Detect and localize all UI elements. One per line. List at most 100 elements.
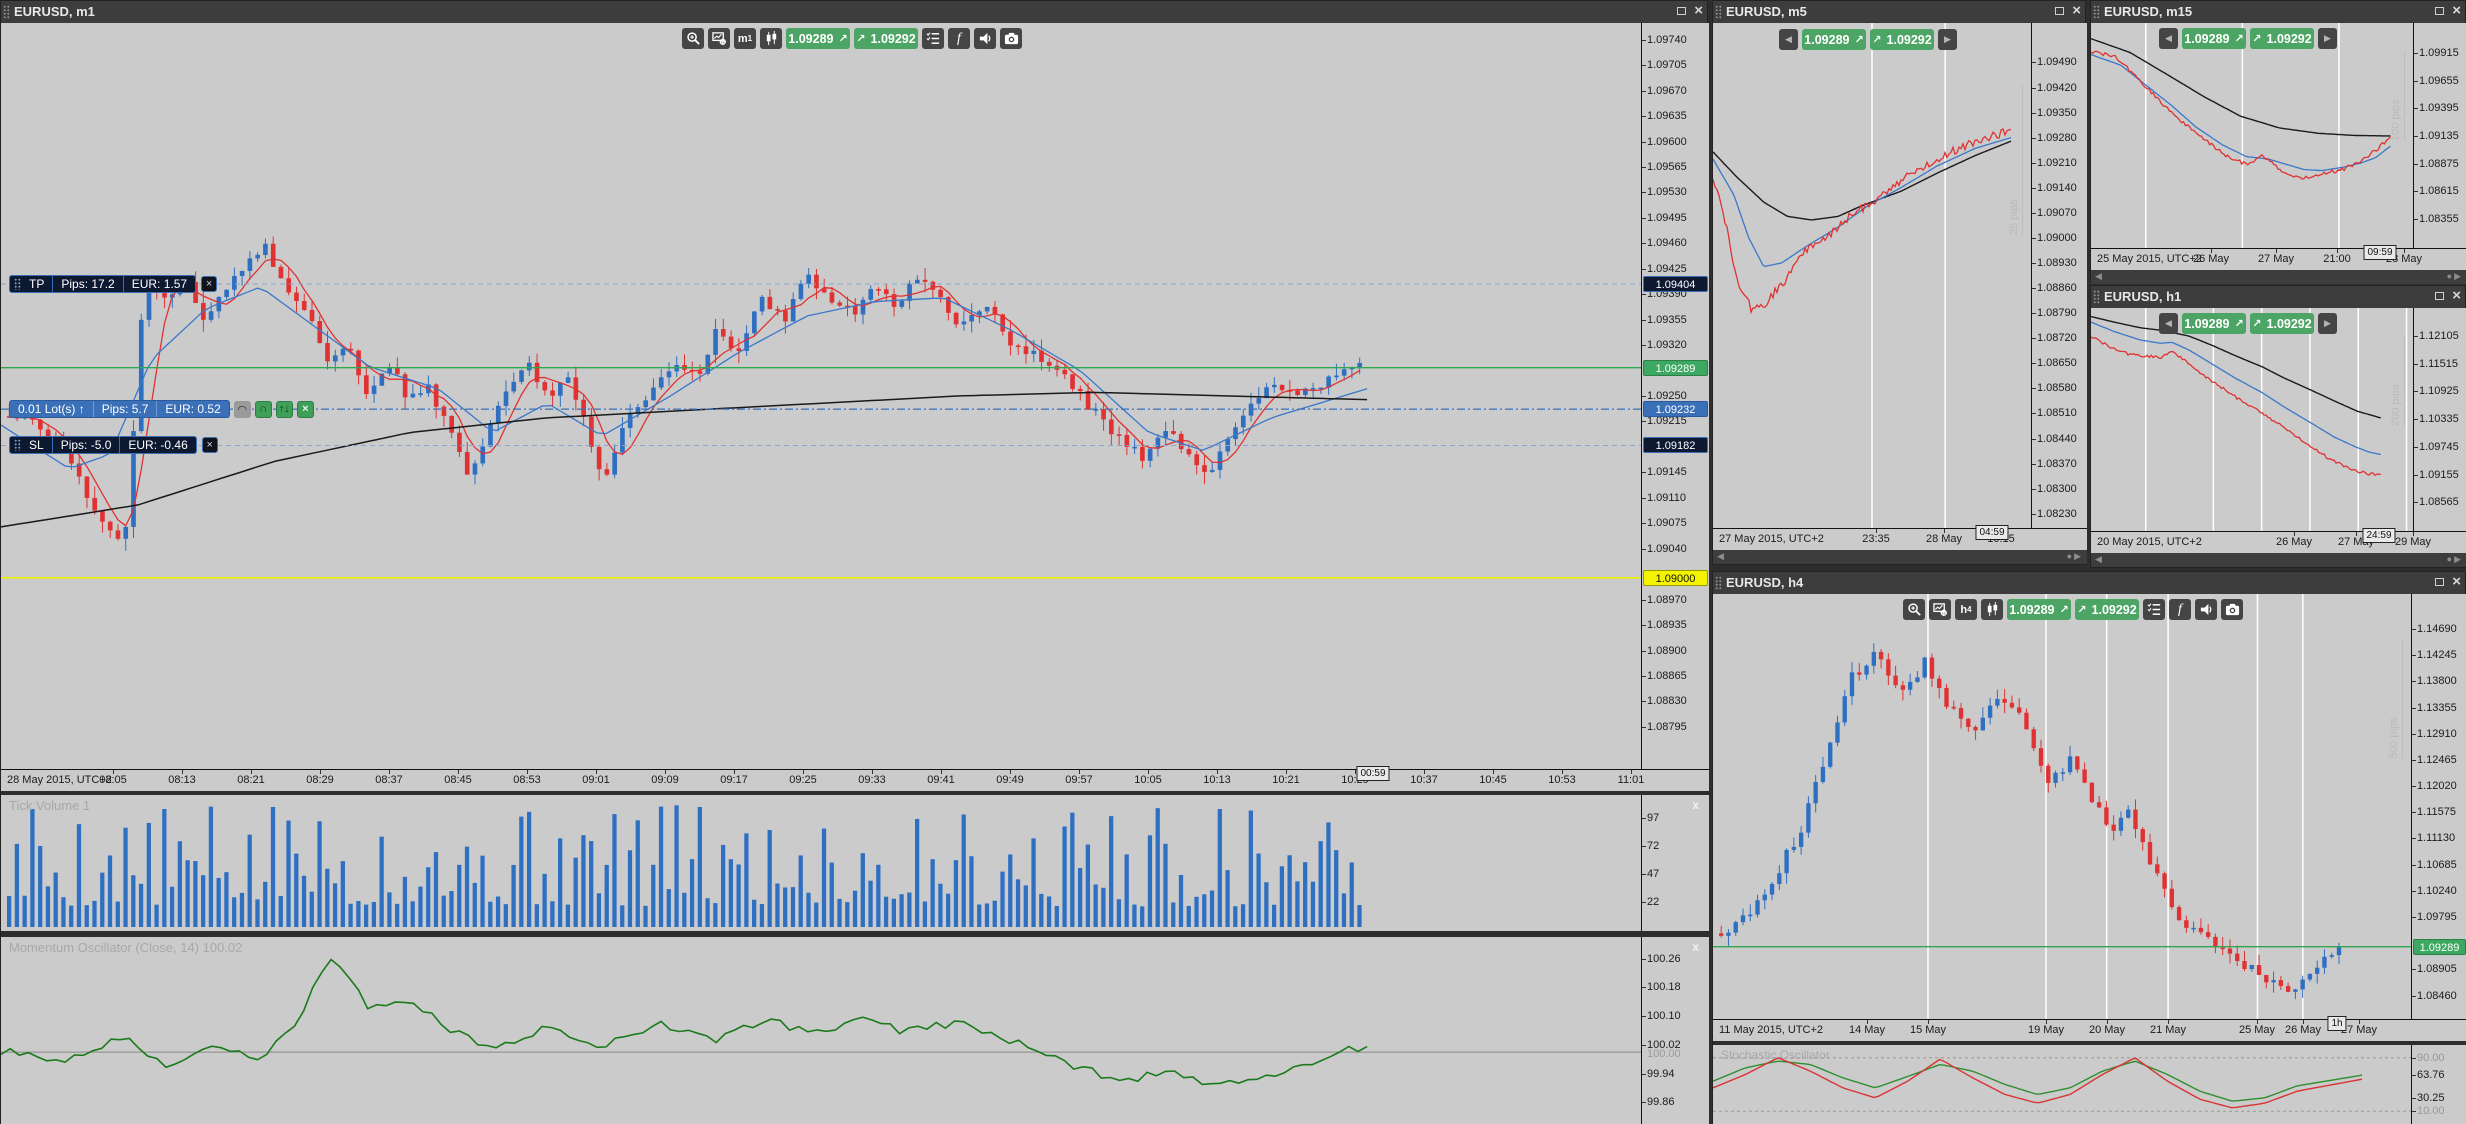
- drag-handle-icon[interactable]: [1715, 5, 1722, 19]
- window-titlebar[interactable]: EURUSD, m5 ×: [1713, 1, 2085, 23]
- m5-chart-plot[interactable]: ◀ 1.09289 ↗ ↗ 1.09292 ▶ 25 pips: [1713, 23, 2031, 528]
- close-icon[interactable]: ×: [2452, 2, 2461, 20]
- buy-button[interactable]: ↗ 1.09292: [854, 28, 918, 49]
- drag-handle-icon[interactable]: [14, 278, 21, 290]
- restore-icon[interactable]: [1677, 7, 1687, 16]
- buy-button[interactable]: ↗ 1.09292: [1870, 29, 1934, 50]
- close-position-button[interactable]: ×: [296, 400, 314, 418]
- sell-button[interactable]: 1.09289 ↗: [1802, 29, 1866, 50]
- scroll-right-icon[interactable]: ▶: [1938, 29, 1957, 50]
- momentum-axis[interactable]: x 100.26 100.18 100.10 100.02 99.94 99.86 100.…: [1641, 937, 1709, 1124]
- zoom-icon[interactable]: [1903, 599, 1925, 620]
- scrollbar-left-icon[interactable]: ◀: [2095, 271, 2102, 281]
- sl-line-tag[interactable]: SL Pips: -5.0 EUR: -0.46 ×: [9, 436, 218, 454]
- function-icon[interactable]: f: [948, 28, 970, 49]
- remove-sl-button[interactable]: ×: [201, 437, 218, 453]
- chart-type-candles-icon[interactable]: [1981, 599, 2003, 620]
- close-icon[interactable]: ×: [1694, 2, 1703, 20]
- close-icon[interactable]: ×: [2452, 287, 2461, 305]
- h1-chart-plot[interactable]: ◀ 1.09289 ↗ ↗ 1.09292 ▶ 200 pips: [2091, 308, 2413, 531]
- m15-time-axis[interactable]: 25 May 2015, UTC+2 26 May 27 May 21:00 28 M…: [2091, 245, 2466, 270]
- h4-time-axis[interactable]: 11 May 2015, UTC+2 14 May 15 May 19 May 20 …: [1713, 1016, 2466, 1041]
- scroll-right-icon[interactable]: ▶: [2318, 313, 2337, 334]
- chart-type-candles-icon[interactable]: [760, 28, 782, 49]
- partial-close-icon[interactable]: ∩: [254, 400, 272, 418]
- m5-price-axis[interactable]: 1.09490 1.09420 1.09350 1.09280 1.09210 1.091…: [2031, 23, 2087, 528]
- m1-time-axis[interactable]: 28 May 2015, UTC+2 08:05 08:13 08:21 08:29 0…: [1, 766, 1709, 791]
- scroll-left-icon[interactable]: ◀: [1779, 29, 1798, 50]
- restore-icon[interactable]: [2435, 292, 2445, 301]
- sell-button[interactable]: 1.09289 ↗: [2182, 28, 2246, 49]
- scroll-left-icon[interactable]: ◀: [2159, 313, 2178, 334]
- m15-chart-plot[interactable]: ◀ 1.09289 ↗ ↗ 1.09292 ▶ 100 pips: [2091, 23, 2413, 248]
- price-tick: 1.09210: [2037, 156, 2077, 169]
- drag-handle-icon[interactable]: [3, 5, 10, 19]
- chart-scrollbar[interactable]: ◀ ●▶: [2091, 553, 2466, 567]
- position-tag[interactable]: 0.01 Lot(s) ↑ Pips: 5.7 EUR: 0.52 ◠ ∩ ↑↓…: [9, 400, 314, 418]
- chart-scrollbar[interactable]: ◀ ●▶: [1713, 550, 2087, 564]
- m15-price-axis[interactable]: 1.09915 1.09655 1.09395 1.09135 1.08875 1.086…: [2413, 23, 2466, 248]
- drag-handle-icon[interactable]: [2093, 5, 2100, 19]
- close-icon[interactable]: ×: [2072, 2, 2081, 20]
- close-icon[interactable]: ×: [2452, 573, 2461, 591]
- buy-button[interactable]: ↗ 1.09292: [2250, 313, 2314, 334]
- zoom-icon[interactable]: [682, 28, 704, 49]
- restore-icon[interactable]: [2055, 7, 2065, 16]
- announcements-icon[interactable]: [2195, 599, 2217, 620]
- scroll-left-icon[interactable]: ◀: [2159, 28, 2178, 49]
- drag-handle-icon[interactable]: [14, 439, 21, 451]
- chart-settings-icon[interactable]: [708, 28, 730, 49]
- scrollbar-right-icon[interactable]: ●▶: [2446, 271, 2463, 281]
- scroll-right-icon[interactable]: ▶: [2318, 28, 2337, 49]
- buy-button[interactable]: ↗ 1.09292: [2250, 28, 2314, 49]
- indicators-list-icon[interactable]: [2143, 599, 2165, 620]
- remove-tp-button[interactable]: ×: [201, 276, 218, 292]
- time-tick: 09:25: [789, 774, 817, 786]
- scrollbar-right-icon[interactable]: ●▶: [2446, 554, 2463, 564]
- announcements-icon[interactable]: [974, 28, 996, 49]
- price-tick: 1.08865: [1647, 669, 1687, 682]
- scrollbar-left-icon[interactable]: ◀: [1717, 551, 1724, 561]
- buy-arrow-icon: ↗: [2077, 604, 2087, 616]
- price-tick: 1.11130: [2417, 832, 2456, 845]
- buy-button[interactable]: ↗ 1.09292: [2075, 599, 2139, 620]
- window-titlebar[interactable]: EURUSD, h1 ×: [2091, 286, 2465, 308]
- drag-handle-icon[interactable]: [2093, 290, 2100, 304]
- function-icon[interactable]: f: [2169, 599, 2191, 620]
- h4-price-axis[interactable]: 1.14690 1.14245 1.13800 1.13355 1.12910 1.124…: [2411, 594, 2466, 1019]
- chart-settings-icon[interactable]: [1929, 599, 1951, 620]
- stochastic-panel[interactable]: Stochastic Oscillator: [1713, 1045, 2411, 1124]
- protect-position-icon[interactable]: ◠: [233, 400, 251, 418]
- window-titlebar[interactable]: EURUSD, m1 ×: [1, 1, 1707, 23]
- h1-time-axis[interactable]: 20 May 2015, UTC+2 26 May 27 May 29 May 24:…: [2091, 528, 2466, 553]
- h1-price-axis[interactable]: 1.12105 1.11515 1.10925 1.10335 1.09745 1.091…: [2413, 308, 2466, 531]
- scrollbar-right-icon[interactable]: ●▶: [2066, 551, 2083, 561]
- tick-volume-panel[interactable]: Tick Volume 1: [1, 795, 1641, 931]
- chart-scrollbar[interactable]: ◀ ●▶: [2091, 270, 2466, 284]
- tp-line-tag[interactable]: TP Pips: 17.2 EUR: 1.57 ×: [9, 275, 218, 293]
- indicators-list-icon[interactable]: [922, 28, 944, 49]
- sell-button[interactable]: 1.09289 ↗: [2182, 313, 2246, 334]
- sell-button[interactable]: 1.09289 ↗: [2007, 599, 2071, 620]
- momentum-panel[interactable]: Momentum Oscillator (Close, 14) 100.02: [1, 937, 1641, 1124]
- scrollbar-left-icon[interactable]: ◀: [2095, 554, 2102, 564]
- close-indicator-icon[interactable]: x: [1692, 798, 1699, 812]
- sell-button[interactable]: 1.09289 ↗: [786, 28, 850, 49]
- restore-icon[interactable]: [2435, 578, 2445, 587]
- drag-handle-icon[interactable]: [1715, 576, 1722, 590]
- m1-price-axis[interactable]: 1.09740 1.09705 1.09670 1.09635 1.09600 1.095…: [1641, 23, 1709, 769]
- snapshot-icon[interactable]: [1000, 28, 1022, 49]
- stochastic-axis[interactable]: 90.00 63.76 30.25 10.00: [2411, 1045, 2466, 1124]
- close-indicator-icon[interactable]: x: [1692, 940, 1699, 954]
- volume-axis[interactable]: x 97 72 47 22: [1641, 795, 1709, 931]
- window-titlebar[interactable]: EURUSD, h4 ×: [1713, 572, 2465, 594]
- window-titlebar[interactable]: EURUSD, m15 ×: [2091, 1, 2465, 23]
- snapshot-icon[interactable]: [2221, 599, 2243, 620]
- restore-icon[interactable]: [2435, 7, 2445, 16]
- modify-position-icon[interactable]: ↑↓: [275, 400, 293, 418]
